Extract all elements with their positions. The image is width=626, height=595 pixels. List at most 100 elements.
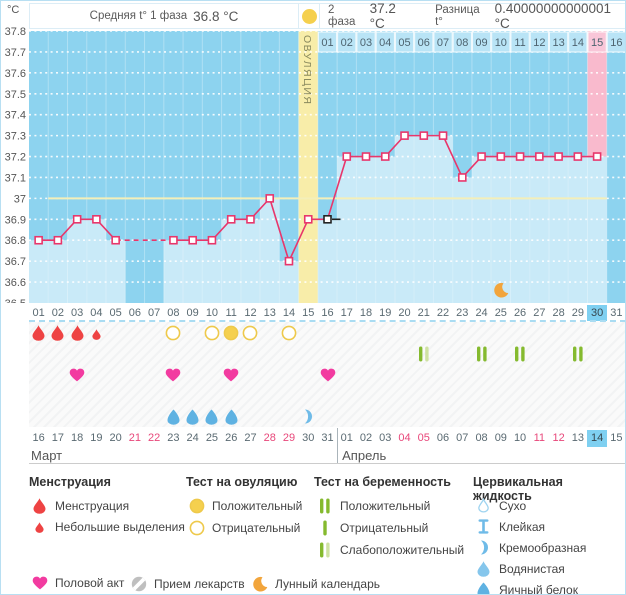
cycle-day-cell[interactable]: 12 — [244, 307, 257, 319]
menstruation-light-icon — [92, 327, 101, 345]
cycle-day-cell[interactable]: 11 — [225, 307, 237, 319]
cycle-day-cell[interactable]: 24 — [475, 307, 488, 319]
temp-marker[interactable] — [419, 131, 429, 140]
legend-item: Отрицательный — [316, 520, 428, 536]
day-column-bar — [163, 240, 184, 303]
temp-marker[interactable] — [34, 235, 43, 245]
day-column-bar — [491, 156, 511, 303]
temp-marker[interactable] — [246, 215, 255, 224]
legend-item-label: Отрицательный — [340, 521, 429, 535]
cycle-day-cell[interactable]: 27 — [533, 307, 546, 319]
menstruation-icon — [71, 324, 84, 346]
temp-marker[interactable] — [477, 152, 486, 161]
y-axis-tick: 37.5 — [5, 89, 26, 101]
cycle-day-cell[interactable]: 05 — [109, 307, 122, 319]
chart-svg[interactable]: 01 02 03 04 05 06 07 08 09 10 11 12 13 14 15 16 ОВУЛЯЦИЯ… — [1, 1, 626, 303]
temp-marker[interactable] — [226, 215, 236, 224]
cycle-day-cell[interactable]: 04 — [90, 307, 103, 319]
phase2-value: 37.2 °C — [369, 1, 396, 31]
cervical-fluid-icon — [225, 409, 238, 430]
temp-marker[interactable] — [496, 152, 506, 161]
temp-marker[interactable] — [458, 173, 467, 182]
temp-marker[interactable] — [400, 131, 409, 140]
diff-label: Разница t° — [435, 4, 480, 28]
calendar-date-cell: 31 — [321, 432, 334, 444]
temp-marker[interactable] — [342, 152, 352, 161]
temp-marker[interactable] — [554, 152, 563, 161]
temp-marker[interactable] — [573, 152, 583, 161]
phase2-day-label: 02 — [341, 37, 353, 49]
day-column-bar — [86, 219, 107, 303]
temp-marker[interactable] — [438, 131, 448, 140]
cervical-fluid-icon — [186, 409, 199, 430]
cycle-day-cell[interactable]: 17 — [340, 307, 353, 319]
temp-marker[interactable] — [592, 152, 602, 161]
temp-marker[interactable] — [207, 235, 217, 245]
temp-marker[interactable] — [323, 215, 332, 224]
temp-marker[interactable] — [111, 235, 120, 245]
phase2-day-label-box — [317, 31, 338, 53]
cycle-day-cell[interactable]: 16 — [321, 307, 334, 319]
cycle-day-cell[interactable]: 03 — [71, 307, 84, 319]
calendar-date-cell: 26 — [225, 432, 238, 444]
cycle-day-cell[interactable]: 13 — [263, 307, 276, 319]
legend-item-label: Клейкая — [499, 519, 546, 534]
menstruation-icon — [51, 324, 64, 346]
cycle-day-cell[interactable]: 22 — [436, 307, 450, 319]
temp-marker[interactable] — [53, 235, 63, 245]
temp-marker[interactable] — [169, 235, 178, 245]
cycle-day-cell[interactable]: 28 — [552, 307, 565, 319]
temp-marker[interactable] — [92, 215, 101, 224]
cycle-day-cell[interactable]: 10 — [205, 307, 219, 319]
y-axis-tick: 37.7 — [5, 47, 26, 59]
temp-marker[interactable] — [284, 256, 294, 266]
cycle-day-cell[interactable]: 29 — [571, 307, 584, 319]
phase2-day-label: 04 — [379, 37, 391, 49]
cycle-day-cell[interactable]: 01 — [32, 307, 45, 319]
temp-marker[interactable] — [303, 215, 313, 224]
cycle-day-cell[interactable]: 08 — [167, 307, 180, 319]
phase2-day-label-box — [394, 31, 415, 53]
temp-marker[interactable] — [188, 235, 197, 245]
ovulation-test-icon — [281, 325, 297, 346]
ovulation-header-cell — [299, 3, 319, 29]
cycle-day-cell[interactable]: 07 — [148, 307, 161, 319]
temp-marker[interactable] — [361, 152, 371, 161]
calendar-date-cell: 06 — [436, 432, 450, 444]
legend-item-label: Сухо — [499, 498, 527, 513]
temperature-chart[interactable]: 01 02 03 04 05 06 07 08 09 10 11 12 13 14 15 16 ОВУЛЯЦИЯ… — [1, 1, 626, 303]
pill-icon — [130, 576, 147, 592]
temp-marker[interactable] — [515, 152, 525, 161]
cycle-day-cell[interactable]: 06 — [128, 307, 142, 319]
calendar-date-cell: 15 — [610, 432, 623, 444]
temp-marker[interactable] — [265, 194, 275, 203]
cycle-day-cell[interactable]: 31 — [610, 307, 623, 319]
cycle-day-cell[interactable]: 25 — [494, 307, 507, 319]
cycle-day-cell[interactable]: 19 — [379, 307, 392, 319]
cycle-day-cell[interactable]: 18 — [359, 307, 373, 319]
cycle-day-cell[interactable]: 02 — [51, 307, 64, 319]
cycle-day-cell[interactable]: 23 — [456, 307, 469, 319]
ovulation-column — [298, 31, 318, 303]
circle-filled-icon — [188, 498, 205, 514]
day-column-bar — [471, 156, 492, 303]
drop-small-icon — [31, 521, 48, 533]
cervical-fluid-icon — [167, 409, 180, 430]
legend-item: Кремообразная — [475, 540, 586, 555]
cycle-day-cell[interactable]: 09 — [186, 307, 199, 319]
temp-marker[interactable] — [380, 152, 390, 161]
day-column-bar — [29, 240, 49, 303]
cycle-day-cell[interactable]: 26 — [513, 307, 527, 319]
pregnancy-test-icon — [476, 346, 488, 367]
cycle-day-cell[interactable]: 21 — [417, 307, 430, 319]
cycle-day-cell[interactable]: 20 — [398, 307, 411, 319]
calendar-date-cell: 01 — [340, 432, 353, 444]
cycle-day-cell[interactable]: 15 — [302, 307, 315, 319]
temp-marker[interactable] — [535, 152, 544, 161]
cycle-day-cell[interactable]: 30 — [587, 305, 607, 321]
phase2-day-label: 01 — [321, 37, 333, 49]
legend-item-label: Яичный белок — [499, 583, 578, 595]
temp-marker[interactable] — [72, 215, 82, 224]
cycle-day-cell[interactable]: 14 — [282, 307, 296, 319]
